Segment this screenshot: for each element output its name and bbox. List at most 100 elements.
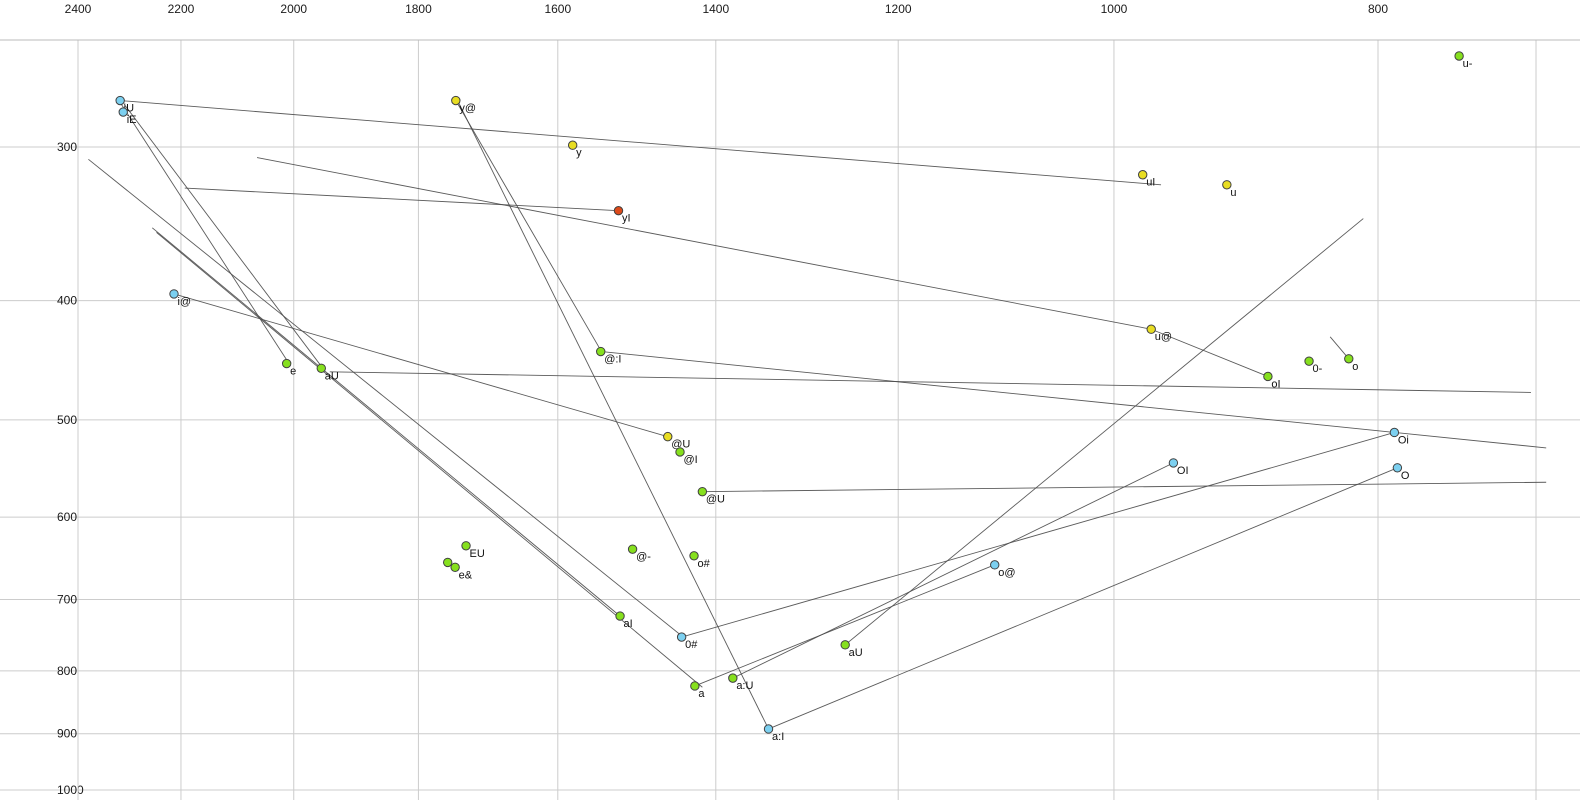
data-point[interactable] bbox=[281, 358, 292, 369]
data-point[interactable] bbox=[676, 632, 687, 642]
data-point[interactable] bbox=[461, 541, 471, 551]
data-point[interactable] bbox=[115, 95, 125, 106]
data-point[interactable] bbox=[1344, 354, 1354, 364]
trajectory-line bbox=[1329, 336, 1350, 360]
data-point[interactable] bbox=[615, 611, 625, 621]
data-point[interactable] bbox=[763, 724, 774, 734]
data-point[interactable] bbox=[1389, 427, 1400, 438]
x-tick-label: 1600 bbox=[544, 2, 571, 16]
point-label: uI bbox=[1146, 177, 1155, 189]
point-label: i@ bbox=[177, 296, 191, 308]
y-tick-label: 400 bbox=[57, 294, 77, 308]
data-point[interactable] bbox=[613, 205, 624, 216]
point-label: y bbox=[576, 147, 582, 159]
point-label: iE bbox=[127, 114, 137, 126]
trajectory-line bbox=[88, 158, 685, 639]
data-point[interactable] bbox=[1168, 458, 1179, 468]
trajectory-line bbox=[156, 232, 703, 688]
data-point[interactable] bbox=[118, 107, 128, 117]
x-tick-label: 1200 bbox=[885, 2, 912, 16]
point-label: aU bbox=[849, 647, 863, 659]
y-tick-label: 600 bbox=[57, 510, 77, 524]
data-point[interactable] bbox=[1392, 463, 1403, 473]
x-tick-label: 1000 bbox=[1101, 2, 1128, 16]
point-label: @:I bbox=[604, 354, 621, 366]
point-label: EU bbox=[470, 548, 485, 560]
point-label: aI bbox=[624, 618, 633, 630]
data-point[interactable] bbox=[169, 289, 179, 299]
y-tick-label: 1000 bbox=[57, 783, 84, 797]
trajectory-line bbox=[119, 102, 290, 364]
point-label: y@ bbox=[459, 103, 476, 115]
point-label: u bbox=[1230, 187, 1236, 199]
point-label: a bbox=[698, 688, 705, 700]
point-label: u- bbox=[1463, 58, 1473, 70]
trajectory-line bbox=[768, 467, 1398, 730]
point-label: aU bbox=[325, 370, 339, 382]
data-point[interactable] bbox=[1222, 180, 1232, 190]
data-point[interactable] bbox=[1137, 170, 1148, 180]
point-label: o@ bbox=[998, 567, 1015, 579]
trajectory-line bbox=[455, 100, 602, 352]
data-point[interactable] bbox=[596, 346, 606, 357]
trajectory-line bbox=[601, 351, 1547, 449]
trajectory-line bbox=[732, 462, 1174, 679]
data-point[interactable] bbox=[697, 486, 708, 497]
y-tick-label: 900 bbox=[57, 727, 77, 741]
data-point[interactable] bbox=[840, 640, 850, 650]
trajectory-line bbox=[184, 187, 619, 212]
data-point[interactable] bbox=[689, 551, 699, 561]
data-point[interactable] bbox=[443, 557, 453, 568]
point-label: 0# bbox=[685, 639, 698, 651]
point-label: 0- bbox=[1313, 363, 1323, 375]
y-tick-label: 300 bbox=[57, 140, 77, 154]
x-tick-label: 1800 bbox=[405, 2, 432, 16]
x-tick-label: 1400 bbox=[702, 2, 729, 16]
point-label: @- bbox=[636, 551, 651, 563]
point-label: @U bbox=[671, 439, 690, 451]
trajectory-line bbox=[151, 227, 622, 618]
data-point[interactable] bbox=[567, 140, 578, 150]
data-point[interactable] bbox=[450, 562, 460, 572]
data-point[interactable] bbox=[451, 95, 461, 106]
y-tick-label: 500 bbox=[57, 413, 77, 427]
point-label: Oi bbox=[1398, 434, 1409, 446]
trajectory-line bbox=[694, 564, 995, 687]
point-label: o bbox=[1352, 361, 1358, 373]
point-label: a:I bbox=[772, 731, 784, 743]
y-tick-label: 700 bbox=[57, 593, 77, 607]
trajectory-line bbox=[120, 100, 1162, 186]
data-point[interactable] bbox=[728, 673, 738, 683]
data-point[interactable] bbox=[1263, 371, 1273, 382]
point-label: o# bbox=[698, 558, 711, 570]
trajectory-line bbox=[123, 104, 325, 370]
data-point[interactable] bbox=[675, 447, 685, 457]
trajectory-line bbox=[844, 218, 1364, 646]
point-label: iU bbox=[124, 103, 134, 115]
point-label: e& bbox=[459, 569, 473, 581]
data-point[interactable] bbox=[627, 544, 638, 554]
data-point[interactable] bbox=[316, 363, 326, 373]
point-label: a:U bbox=[736, 680, 753, 692]
data-point[interactable] bbox=[1146, 324, 1156, 334]
data-point[interactable] bbox=[990, 560, 1000, 570]
data-point[interactable] bbox=[690, 681, 700, 691]
point-label: @I bbox=[684, 454, 698, 466]
point-label: u@ bbox=[1155, 331, 1172, 343]
data-point[interactable] bbox=[1454, 51, 1464, 61]
x-tick-label: 2400 bbox=[65, 2, 92, 16]
trajectory-line bbox=[173, 293, 668, 438]
trajectory-line bbox=[256, 157, 1152, 330]
point-label: oI bbox=[1271, 378, 1280, 390]
point-label: @U bbox=[706, 494, 725, 506]
x-tick-label: 2000 bbox=[280, 2, 307, 16]
trajectory-line bbox=[458, 102, 769, 730]
trajectory-line bbox=[681, 432, 1395, 638]
data-point[interactable] bbox=[1304, 356, 1314, 366]
x-tick-label: 800 bbox=[1368, 2, 1388, 16]
data-point[interactable] bbox=[663, 431, 673, 442]
point-label: e bbox=[290, 366, 296, 378]
trajectory-line bbox=[1151, 328, 1269, 377]
point-label: OI bbox=[1177, 465, 1189, 477]
